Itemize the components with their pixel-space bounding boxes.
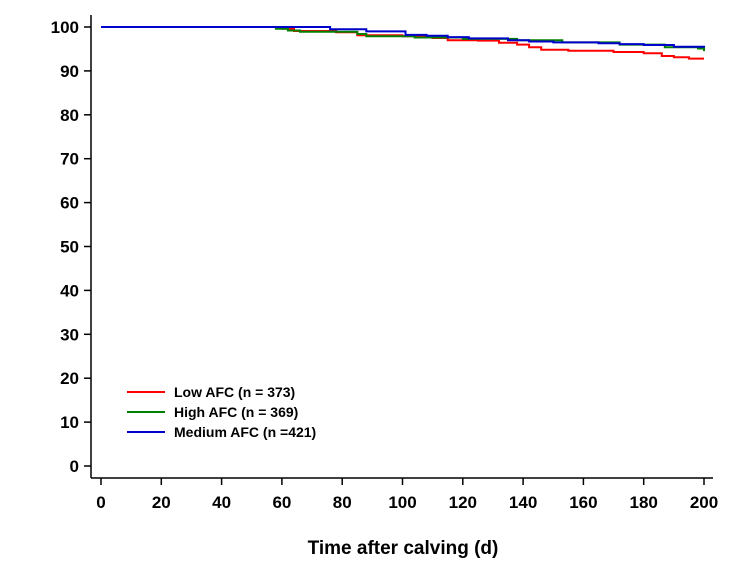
x-tick-label: 100 xyxy=(388,493,416,512)
y-tick-label: 80 xyxy=(60,106,79,125)
x-tick-label: 20 xyxy=(152,493,171,512)
y-tick-label: 100 xyxy=(51,18,79,37)
y-tick-label: 20 xyxy=(60,369,79,388)
y-tick-label: 0 xyxy=(70,457,79,476)
x-tick-label: 120 xyxy=(449,493,477,512)
y-tick-label: 50 xyxy=(60,238,79,257)
series-line-3 xyxy=(101,26,705,48)
legend-label-2: High AFC (n = 369) xyxy=(174,404,298,420)
x-tick-label: 40 xyxy=(212,493,231,512)
y-tick-label: 90 xyxy=(60,62,79,81)
x-tick-label: 200 xyxy=(690,493,718,512)
x-tick-label: 80 xyxy=(333,493,352,512)
legend-label-1: Low AFC (n = 373) xyxy=(174,384,295,400)
x-axis-title: Time after calving (d) xyxy=(308,538,499,559)
x-tick-label: 140 xyxy=(509,493,537,512)
y-tick-label: 60 xyxy=(60,194,79,213)
axes: 0 10 20 30 40 50 60 70 80 90 100 0 20 40 60 80 100 120 140… xyxy=(51,15,718,512)
x-tick-label: 160 xyxy=(569,493,597,512)
x-tick-label: 60 xyxy=(272,493,291,512)
x-tick-label: 180 xyxy=(630,493,658,512)
y-tick-label: 30 xyxy=(60,325,79,344)
legend: Low AFC (n = 373) High AFC (n = 369) Mediu… xyxy=(127,384,316,440)
plot-area xyxy=(101,26,705,60)
legend-label-3: Medium AFC (n =421) xyxy=(174,424,316,440)
y-tick-label: 40 xyxy=(60,281,79,300)
y-tick-label: 10 xyxy=(60,413,79,432)
y-tick-label: 70 xyxy=(60,150,79,169)
x-tick-label: 0 xyxy=(96,493,105,512)
